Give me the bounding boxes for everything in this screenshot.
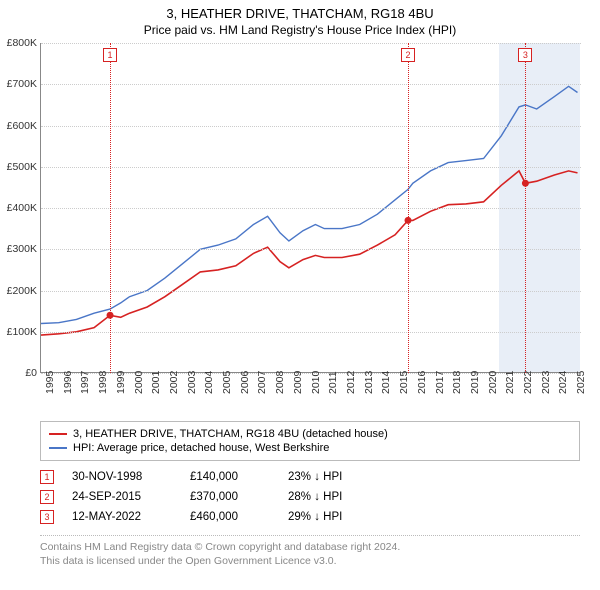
y-gridline xyxy=(41,249,581,250)
price-chart: £0£100K£200K£300K£400K£500K£600K£700K£80… xyxy=(40,43,600,413)
y-tick-label: £500K xyxy=(1,161,37,173)
legend-label: 3, HEATHER DRIVE, THATCHAM, RG18 4BU (de… xyxy=(73,428,388,440)
sales-row-badge: 3 xyxy=(40,510,54,524)
footnote-line: Contains HM Land Registry data © Crown c… xyxy=(40,540,580,554)
sales-diff: 28% ↓ HPI xyxy=(288,491,378,503)
x-tick-label: 1995 xyxy=(44,371,56,394)
x-tick-label: 2006 xyxy=(239,371,251,394)
y-tick-label: £0 xyxy=(1,367,37,379)
y-gridline xyxy=(41,84,581,85)
footnote: Contains HM Land Registry data © Crown c… xyxy=(40,535,580,568)
x-tick-label: 2017 xyxy=(434,371,446,394)
x-tick-label: 2022 xyxy=(522,371,534,394)
y-gridline xyxy=(41,208,581,209)
y-tick-label: £800K xyxy=(1,37,37,49)
x-tick-label: 2003 xyxy=(186,371,198,394)
sales-date: 12-MAY-2022 xyxy=(72,511,172,523)
legend-swatch xyxy=(49,447,67,449)
sales-row: 3 12-MAY-2022 £460,000 29% ↓ HPI xyxy=(40,507,580,527)
x-tick-label: 2009 xyxy=(292,371,304,394)
sales-table: 1 30-NOV-1998 £140,000 23% ↓ HPI 2 24-SEP-201… xyxy=(40,467,580,527)
y-tick-label: £200K xyxy=(1,285,37,297)
x-tick-label: 2023 xyxy=(540,371,552,394)
x-tick-label: 2014 xyxy=(380,371,392,394)
x-tick-label: 2020 xyxy=(487,371,499,394)
sales-row: 1 30-NOV-1998 £140,000 23% ↓ HPI xyxy=(40,467,580,487)
sale-marker-badge: 1 xyxy=(103,48,117,62)
y-gridline xyxy=(41,126,581,127)
x-tick-label: 2018 xyxy=(451,371,463,394)
legend-swatch xyxy=(49,433,67,435)
y-tick-label: £700K xyxy=(1,78,37,90)
sales-price: £140,000 xyxy=(190,471,270,483)
x-tick-label: 2012 xyxy=(345,371,357,394)
y-gridline xyxy=(41,43,581,44)
x-tick-label: 2004 xyxy=(203,371,215,394)
y-tick-label: £300K xyxy=(1,243,37,255)
sale-marker-line xyxy=(408,43,409,373)
y-tick-label: £100K xyxy=(1,326,37,338)
x-tick-label: 2019 xyxy=(469,371,481,394)
sales-row-badge: 1 xyxy=(40,470,54,484)
page-title: 3, HEATHER DRIVE, THATCHAM, RG18 4BU xyxy=(0,0,600,21)
legend-item: 3, HEATHER DRIVE, THATCHAM, RG18 4BU (de… xyxy=(49,427,571,441)
sales-price: £460,000 xyxy=(190,511,270,523)
x-tick-label: 1997 xyxy=(79,371,91,394)
x-tick-label: 1998 xyxy=(97,371,109,394)
y-gridline xyxy=(41,167,581,168)
x-tick-label: 2002 xyxy=(168,371,180,394)
x-tick-label: 1999 xyxy=(115,371,127,394)
x-tick-label: 2000 xyxy=(133,371,145,394)
sales-row-badge: 2 xyxy=(40,490,54,504)
legend-item: HPI: Average price, detached house, West… xyxy=(49,441,571,455)
chart-legend: 3, HEATHER DRIVE, THATCHAM, RG18 4BU (de… xyxy=(40,421,580,461)
x-tick-label: 2005 xyxy=(221,371,233,394)
y-gridline xyxy=(41,291,581,292)
x-tick-label: 2024 xyxy=(557,371,569,394)
y-tick-label: £600K xyxy=(1,120,37,132)
x-tick-label: 2001 xyxy=(150,371,162,394)
sale-marker-badge: 3 xyxy=(518,48,532,62)
x-tick-label: 2011 xyxy=(327,371,339,394)
sale-marker-line xyxy=(525,43,526,373)
sales-date: 30-NOV-1998 xyxy=(72,471,172,483)
series-line-hpi xyxy=(41,86,578,323)
page-subtitle: Price paid vs. HM Land Registry's House … xyxy=(0,21,600,43)
x-tick-label: 2010 xyxy=(310,371,322,394)
x-tick-label: 2007 xyxy=(256,371,268,394)
sales-price: £370,000 xyxy=(190,491,270,503)
y-gridline xyxy=(41,332,581,333)
x-tick-label: 2021 xyxy=(504,371,516,394)
y-tick-label: £400K xyxy=(1,202,37,214)
sales-row: 2 24-SEP-2015 £370,000 28% ↓ HPI xyxy=(40,487,580,507)
legend-label: HPI: Average price, detached house, West… xyxy=(73,442,329,454)
x-tick-label: 2008 xyxy=(274,371,286,394)
footnote-line: This data is licensed under the Open Gov… xyxy=(40,554,580,568)
sales-diff: 23% ↓ HPI xyxy=(288,471,378,483)
series-line-paid xyxy=(41,171,578,335)
x-tick-label: 2013 xyxy=(363,371,375,394)
x-tick-label: 2015 xyxy=(398,371,410,394)
x-tick-label: 2025 xyxy=(575,371,587,394)
sale-marker-line xyxy=(110,43,111,373)
x-tick-label: 1996 xyxy=(62,371,74,394)
sales-diff: 29% ↓ HPI xyxy=(288,511,378,523)
sale-marker-badge: 2 xyxy=(401,48,415,62)
sales-date: 24-SEP-2015 xyxy=(72,491,172,503)
x-tick-label: 2016 xyxy=(416,371,428,394)
